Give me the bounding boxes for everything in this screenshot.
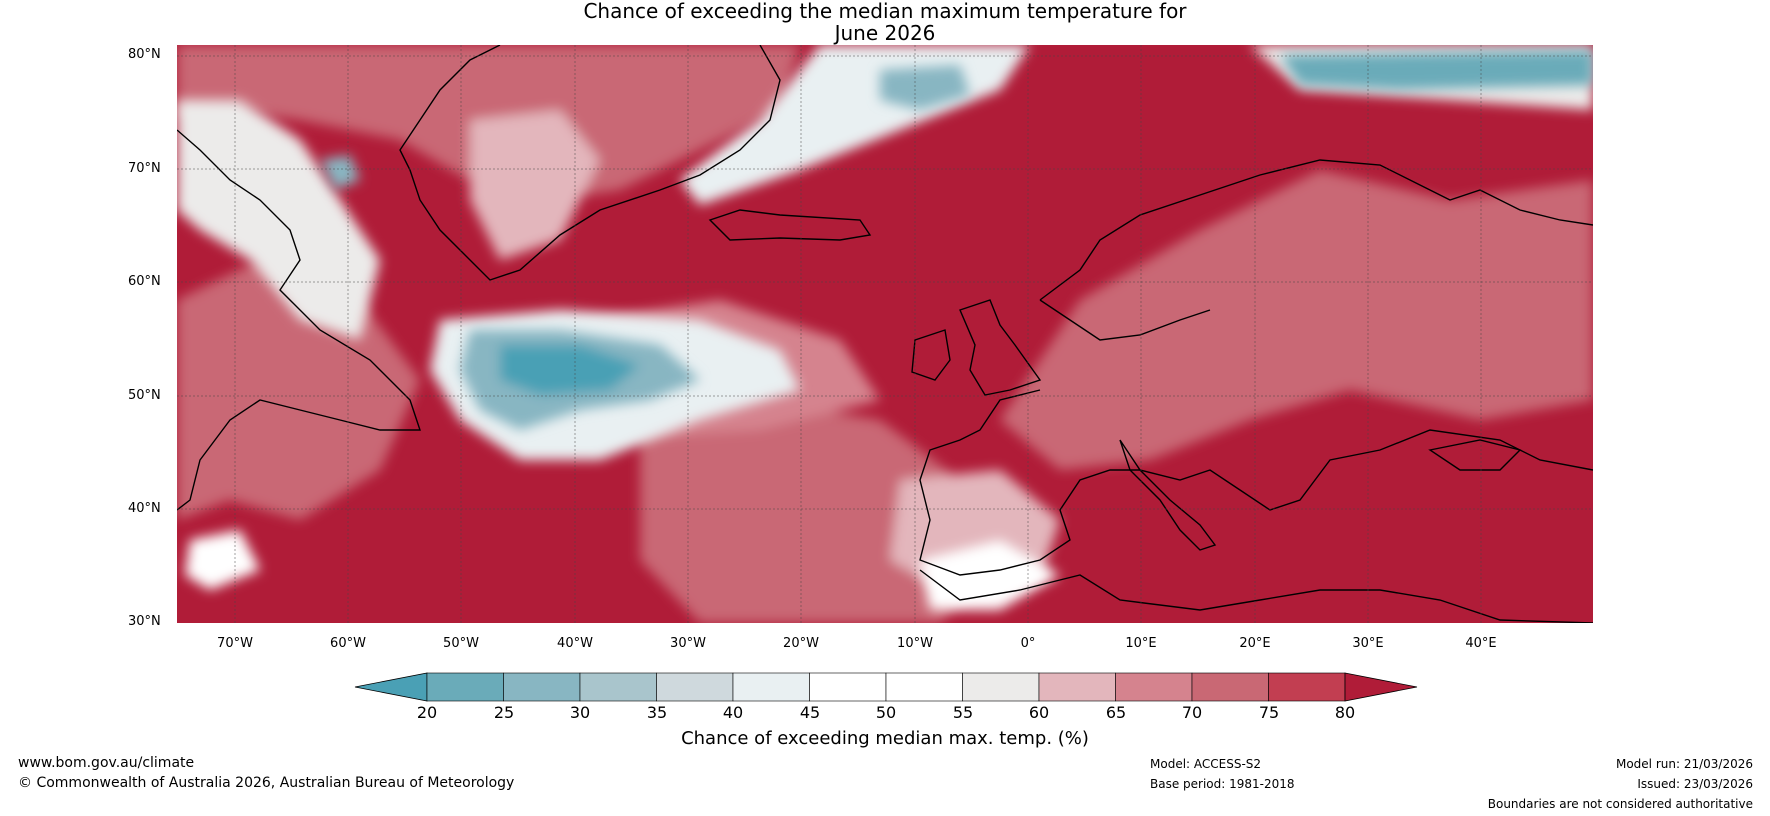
colorbar-segment — [503, 672, 581, 702]
lat-label: 40°N — [128, 501, 161, 516]
colorbar-segment — [732, 672, 810, 702]
lon-label: 10°E — [1125, 636, 1157, 651]
colorbar-tick: 20 — [416, 703, 438, 722]
colorbar-segment — [1038, 672, 1116, 702]
coast-baltic — [1039, 299, 1211, 341]
coast-north-america — [177, 129, 421, 511]
colorbar-segment — [426, 672, 504, 702]
lon-label: 40°W — [557, 636, 593, 651]
lon-label: 0° — [1020, 636, 1036, 651]
colorbar-tick: 80 — [1334, 703, 1356, 722]
graticule — [177, 45, 1593, 623]
colorbar-tick: 65 — [1105, 703, 1127, 722]
colorbar-segment — [1191, 672, 1269, 702]
coast-black-sea — [1428, 439, 1522, 471]
colorbar-segment — [579, 672, 657, 702]
lat-label: 50°N — [128, 388, 161, 403]
field-baffin-blue — [320, 155, 360, 190]
coast-great-britain — [959, 299, 1042, 396]
coast-iceland — [708, 209, 872, 241]
colorbar-segment — [962, 672, 1040, 702]
footer-model: Model: ACCESS-S2 — [1150, 757, 1262, 771]
probability-field — [177, 45, 1593, 623]
colorbar-tick: 75 — [1258, 703, 1280, 722]
footer-copyright: © Commonwealth of Australia 2026, Austra… — [18, 775, 515, 791]
footer-base-period: Base period: 1981-2018 — [1150, 777, 1295, 791]
colorbar-segment — [809, 672, 887, 702]
colorbar-tick: 45 — [799, 703, 821, 722]
field-sw-white — [185, 530, 260, 590]
lon-label: 20°E — [1239, 636, 1271, 651]
colorbar-tick: 25 — [493, 703, 515, 722]
colorbar-tick: 30 — [569, 703, 591, 722]
lon-label: 30°W — [670, 636, 706, 651]
colorbar-segment — [1268, 672, 1346, 702]
colorbar-segment — [1115, 672, 1193, 702]
coastlines — [177, 45, 1593, 623]
coast-ireland — [911, 329, 951, 381]
lat-label: 70°N — [128, 161, 161, 176]
colorbar-tick: 40 — [722, 703, 744, 722]
colorbar-tick: 55 — [952, 703, 974, 722]
lat-label: 30°N — [128, 614, 161, 629]
lon-label: 30°E — [1352, 636, 1384, 651]
field-barents-blue — [1280, 50, 1593, 90]
colorbar-segment — [885, 672, 963, 702]
coast-greenland — [399, 45, 781, 281]
coast-north-africa — [919, 569, 1593, 623]
footer-url: www.bom.gov.au/climate — [18, 755, 195, 771]
coast-southern-europe — [919, 389, 1593, 576]
colorbar — [354, 672, 1418, 702]
lon-label: 50°W — [443, 636, 479, 651]
field-norwegian-blue — [880, 65, 970, 110]
colorbar-extend-low — [354, 672, 428, 702]
field-greenland-light — [470, 110, 600, 260]
field-baffin-white — [177, 100, 380, 340]
footer-issued: Issued: 23/03/2026 — [1637, 777, 1753, 791]
lon-label: 10°W — [897, 636, 933, 651]
title-line-1: Chance of exceeding the median maximum t… — [583, 0, 1187, 23]
lon-label: 70°W — [217, 636, 253, 651]
coast-italy — [1119, 439, 1217, 551]
field-morocco-white — [920, 540, 1060, 610]
footer-disclaimer: Boundaries are not considered authoritat… — [1487, 797, 1753, 811]
colorbar-tick: 60 — [1028, 703, 1050, 722]
colorbar-tick: 50 — [875, 703, 897, 722]
title-line-2: June 2026 — [834, 21, 936, 45]
colorbar-extend-high — [1344, 672, 1418, 702]
footer-model-run: Model run: 21/03/2026 — [1615, 757, 1753, 771]
lon-label: 40°E — [1465, 636, 1497, 651]
field-atlantic-deep-blue — [500, 345, 640, 395]
lon-label: 20°W — [783, 636, 819, 651]
lat-label: 80°N — [128, 47, 161, 62]
colorbar-tick: 70 — [1181, 703, 1203, 722]
colorbar-tick: 35 — [646, 703, 668, 722]
lon-label: 60°W — [330, 636, 366, 651]
lat-label: 60°N — [128, 274, 161, 289]
coast-scandinavia — [1039, 159, 1593, 301]
colorbar-label: Chance of exceeding median max. temp. (%… — [681, 728, 1089, 749]
field-europe-medium — [1000, 170, 1593, 470]
colorbar-segment — [656, 672, 734, 702]
